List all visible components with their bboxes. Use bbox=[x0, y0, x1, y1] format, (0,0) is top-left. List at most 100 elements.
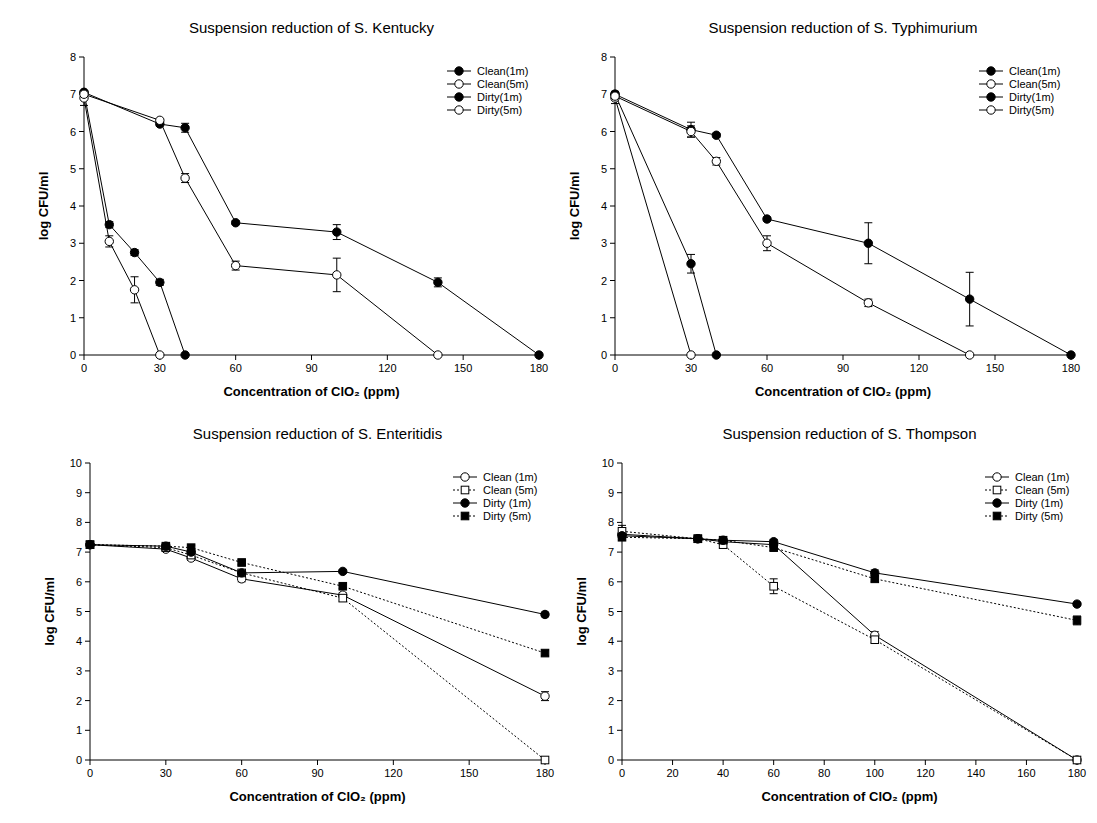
plot-area bbox=[80, 88, 543, 359]
series-line bbox=[84, 94, 438, 355]
y-tick-label: 4 bbox=[601, 200, 607, 212]
legend: Clean(1m)Clean(5m)Dirty(1m)Dirty(5m) bbox=[447, 65, 528, 116]
y-tick bbox=[610, 243, 615, 244]
x-tick bbox=[311, 355, 312, 360]
panel: Suspension reduction of S. Kentucky01234… bbox=[36, 19, 548, 399]
series-line bbox=[84, 92, 185, 355]
x-tick-label: 60 bbox=[768, 767, 780, 779]
y-tick-label: 6 bbox=[76, 576, 82, 588]
y-tick-label: 2 bbox=[70, 275, 76, 287]
y-tick-label: 3 bbox=[76, 665, 82, 677]
marker bbox=[871, 636, 879, 644]
error-bar bbox=[232, 261, 240, 270]
figure: Suspension reduction of S. Kentucky 0 1 2 3 4… bbox=[0, 0, 1097, 823]
x-tick-label: 0 bbox=[612, 362, 618, 374]
marker bbox=[187, 544, 195, 552]
legend-marker bbox=[993, 486, 1001, 494]
error-bar bbox=[611, 92, 619, 99]
x-axis-title: Concentration of ClO₂ (ppm) bbox=[229, 789, 405, 804]
marker bbox=[156, 116, 164, 124]
marker bbox=[712, 351, 720, 359]
marker bbox=[712, 131, 720, 139]
marker bbox=[1073, 756, 1081, 764]
marker bbox=[1067, 351, 1075, 359]
marker bbox=[86, 541, 94, 549]
y-tick bbox=[79, 355, 84, 356]
legend-label: Dirty (1m) bbox=[483, 497, 531, 509]
marker bbox=[434, 351, 442, 359]
y-tick-label: 5 bbox=[608, 606, 614, 618]
title: Suspension reduction of S. Thompson bbox=[722, 425, 976, 442]
x-tick-label: 150 bbox=[460, 767, 478, 779]
y-tick bbox=[617, 760, 622, 761]
error-bar bbox=[966, 272, 974, 326]
y-tick bbox=[85, 730, 90, 731]
y-tick-label: 7 bbox=[608, 546, 614, 558]
error-bar bbox=[712, 158, 720, 165]
x-tick bbox=[975, 760, 976, 765]
y-tick-label: 4 bbox=[70, 200, 76, 212]
error-bar bbox=[131, 277, 139, 303]
x-tick bbox=[615, 355, 616, 360]
marker bbox=[770, 544, 778, 552]
y-axis-title: log CFU/ml bbox=[42, 577, 57, 646]
series-line bbox=[622, 531, 1077, 760]
error-bar bbox=[80, 91, 88, 98]
y-tick-label: 4 bbox=[608, 635, 614, 647]
x-tick bbox=[1026, 760, 1027, 765]
x-tick bbox=[773, 760, 774, 765]
y-tick-label: 0 bbox=[76, 754, 82, 766]
marker bbox=[864, 239, 872, 247]
marker bbox=[333, 228, 341, 236]
marker bbox=[719, 536, 727, 544]
error-bar bbox=[181, 123, 189, 132]
x-tick-label: 40 bbox=[717, 767, 729, 779]
marker bbox=[719, 536, 727, 544]
error-bar bbox=[333, 225, 341, 240]
y-tick-label: 6 bbox=[70, 126, 76, 138]
marker bbox=[86, 540, 94, 548]
y-tick-label: 3 bbox=[608, 665, 614, 677]
y-tick bbox=[85, 492, 90, 493]
legend-label: Clean (1m) bbox=[1015, 471, 1069, 483]
y-tick bbox=[617, 730, 622, 731]
y-tick-label: 3 bbox=[601, 237, 607, 249]
y-tick-label: 4 bbox=[76, 635, 82, 647]
x-tick-label: 140 bbox=[967, 767, 985, 779]
marker bbox=[694, 535, 702, 543]
marker bbox=[541, 756, 549, 764]
x-tick bbox=[672, 760, 673, 765]
marker bbox=[231, 219, 239, 227]
x-tick-label: 120 bbox=[378, 362, 396, 374]
y-tick bbox=[617, 581, 622, 582]
x-tick bbox=[767, 355, 768, 360]
y-tick bbox=[617, 552, 622, 553]
y-tick-label: 10 bbox=[70, 457, 82, 469]
error-bar bbox=[333, 258, 341, 292]
y-tick bbox=[617, 700, 622, 701]
x-tick-label: 60 bbox=[230, 362, 242, 374]
y-tick-label: 1 bbox=[70, 312, 76, 324]
x-tick-label: 150 bbox=[454, 362, 472, 374]
marker bbox=[535, 351, 543, 359]
legend-marker bbox=[461, 512, 469, 520]
y-tick bbox=[85, 760, 90, 761]
series-line bbox=[615, 94, 716, 355]
y-tick-label: 7 bbox=[601, 88, 607, 100]
title: Suspension reduction of S. Kentucky bbox=[189, 19, 435, 36]
y-tick bbox=[79, 57, 84, 58]
error-bar bbox=[770, 545, 778, 551]
y-tick-label: 6 bbox=[608, 576, 614, 588]
marker bbox=[618, 533, 626, 541]
x-tick-label: 180 bbox=[1068, 767, 1086, 779]
marker bbox=[434, 278, 442, 286]
y-axis-title: log CFU/ml bbox=[574, 577, 589, 646]
legend-label: Clean(1m) bbox=[1009, 65, 1060, 77]
y-tick-label: 7 bbox=[70, 88, 76, 100]
marker bbox=[162, 542, 170, 550]
y-tick bbox=[79, 280, 84, 281]
legend-marker bbox=[993, 512, 1001, 520]
title: Suspension reduction of S. Enteritidis bbox=[193, 425, 442, 442]
y-tick bbox=[79, 131, 84, 132]
error-bar bbox=[339, 595, 347, 601]
